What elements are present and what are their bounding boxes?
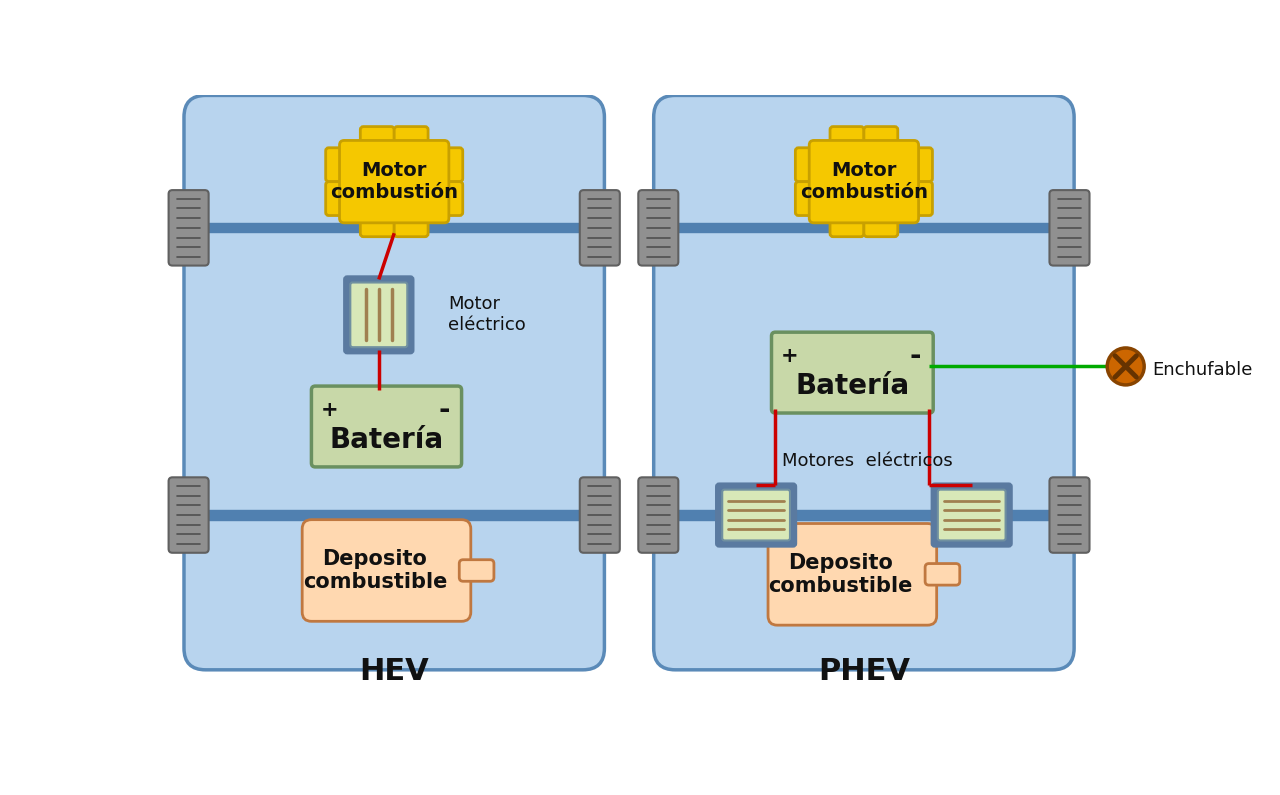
FancyBboxPatch shape (829, 215, 864, 237)
Bar (202, 510, 586, 520)
FancyBboxPatch shape (911, 181, 932, 215)
FancyBboxPatch shape (442, 148, 463, 181)
FancyBboxPatch shape (460, 560, 494, 581)
Bar (672, 510, 1056, 520)
FancyBboxPatch shape (772, 332, 933, 413)
FancyBboxPatch shape (722, 490, 790, 541)
FancyBboxPatch shape (639, 477, 678, 553)
FancyBboxPatch shape (911, 148, 932, 181)
FancyBboxPatch shape (864, 215, 897, 237)
Text: +: + (320, 400, 338, 420)
Text: -: - (910, 342, 922, 370)
FancyBboxPatch shape (639, 190, 678, 266)
Text: Deposito
combustible: Deposito combustible (303, 549, 447, 592)
Text: HEV: HEV (360, 657, 429, 686)
Text: Batería: Batería (329, 426, 444, 455)
Text: Motor
combustión: Motor combustión (330, 161, 458, 202)
FancyBboxPatch shape (184, 95, 604, 670)
Text: Motores  eléctricos: Motores eléctricos (782, 452, 954, 470)
FancyBboxPatch shape (169, 477, 209, 553)
FancyBboxPatch shape (344, 277, 413, 353)
FancyBboxPatch shape (311, 386, 462, 467)
FancyBboxPatch shape (361, 126, 394, 148)
Text: Deposito
combustible: Deposito combustible (768, 553, 913, 596)
Text: PHEV: PHEV (818, 657, 910, 686)
FancyBboxPatch shape (580, 477, 620, 553)
FancyBboxPatch shape (768, 524, 937, 625)
Bar (202, 223, 586, 232)
FancyBboxPatch shape (809, 141, 919, 223)
Bar (672, 223, 1056, 232)
FancyBboxPatch shape (938, 490, 1006, 541)
Text: +: + (781, 346, 797, 366)
FancyBboxPatch shape (325, 148, 347, 181)
FancyBboxPatch shape (351, 282, 407, 347)
Text: Enchufable: Enchufable (1153, 361, 1253, 379)
FancyBboxPatch shape (394, 126, 428, 148)
Text: Batería: Batería (795, 373, 909, 401)
FancyBboxPatch shape (339, 141, 449, 223)
FancyBboxPatch shape (925, 564, 960, 585)
FancyBboxPatch shape (169, 190, 209, 266)
Circle shape (1107, 348, 1144, 385)
Text: Motor
combustión: Motor combustión (800, 161, 928, 202)
FancyBboxPatch shape (325, 181, 347, 215)
FancyBboxPatch shape (1050, 477, 1089, 553)
FancyBboxPatch shape (795, 148, 817, 181)
FancyBboxPatch shape (442, 181, 463, 215)
FancyBboxPatch shape (716, 483, 796, 547)
FancyBboxPatch shape (1050, 190, 1089, 266)
FancyBboxPatch shape (361, 215, 394, 237)
Text: Motor
eléctrico: Motor eléctrico (448, 296, 526, 334)
FancyBboxPatch shape (829, 126, 864, 148)
FancyBboxPatch shape (394, 215, 428, 237)
FancyBboxPatch shape (932, 483, 1011, 547)
FancyBboxPatch shape (864, 126, 897, 148)
FancyBboxPatch shape (795, 181, 817, 215)
FancyBboxPatch shape (302, 520, 471, 622)
FancyBboxPatch shape (580, 190, 620, 266)
Text: -: - (438, 396, 449, 424)
FancyBboxPatch shape (654, 95, 1074, 670)
